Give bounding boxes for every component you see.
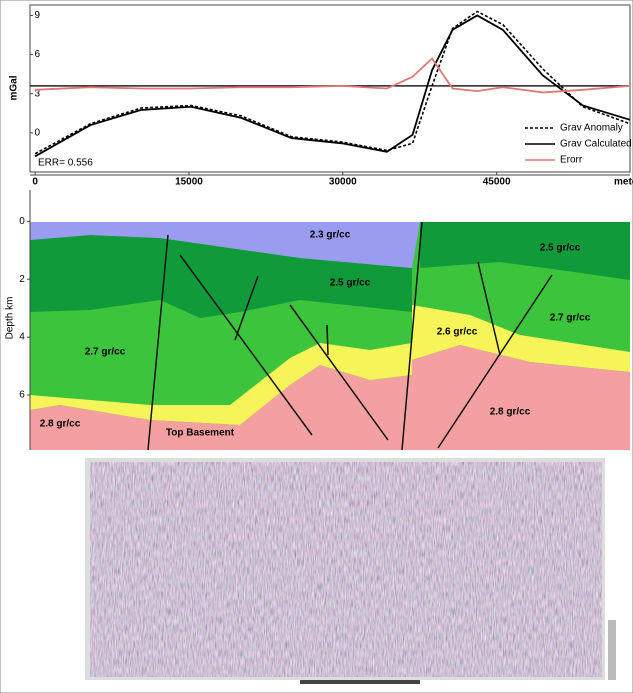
figure: 03690150003000045000metermGalERR= 0.556G… [0, 0, 633, 693]
x-tick-label: 30000 [329, 177, 357, 188]
legend-label: Grav Anomaly [560, 123, 623, 134]
layer-label: 2.7 gr/cc [550, 313, 591, 324]
layer-label: 2.8 gr/cc [490, 407, 531, 418]
x-tick-label: 45000 [483, 177, 511, 188]
seismic-image [90, 462, 602, 677]
y-axis-label: mGal [9, 75, 20, 100]
y-tick-label: 6 [19, 390, 25, 401]
layer-label: 2.7 gr/cc [85, 347, 126, 358]
legend-label: Grav Calculated [560, 139, 632, 150]
x-axis-label: meter [614, 177, 633, 188]
layer-label: 2.6 gr/cc [437, 327, 478, 338]
layer-label: 2.5 gr/cc [330, 278, 371, 289]
y-tick-label: 0 [34, 128, 40, 139]
fault [327, 325, 328, 355]
cross-section [30, 222, 630, 450]
x-tick-label: 15000 [175, 177, 203, 188]
y-tick-label: 4 [19, 332, 25, 343]
layer-label: 2.3 gr/cc [310, 230, 351, 241]
y-tick-label: 6 [34, 49, 40, 60]
y-axis-label: Depth km [5, 297, 16, 340]
legend-label: Erorr [560, 155, 583, 166]
annotation: ERR= 0.556 [38, 158, 93, 169]
y-tick-label: 0 [19, 216, 25, 227]
y-tick-label: 2 [19, 274, 25, 285]
layer-label: 2.5 gr/cc [540, 243, 581, 254]
x-tick-label: 0 [32, 177, 38, 188]
layer-label: 2.8 gr/cc [40, 419, 81, 430]
layer-label: Top Basement [166, 428, 235, 439]
y-tick-label: 9 [34, 10, 40, 21]
scale-bar [608, 620, 616, 680]
distance-scale [300, 680, 420, 684]
seismic-section [85, 458, 616, 684]
